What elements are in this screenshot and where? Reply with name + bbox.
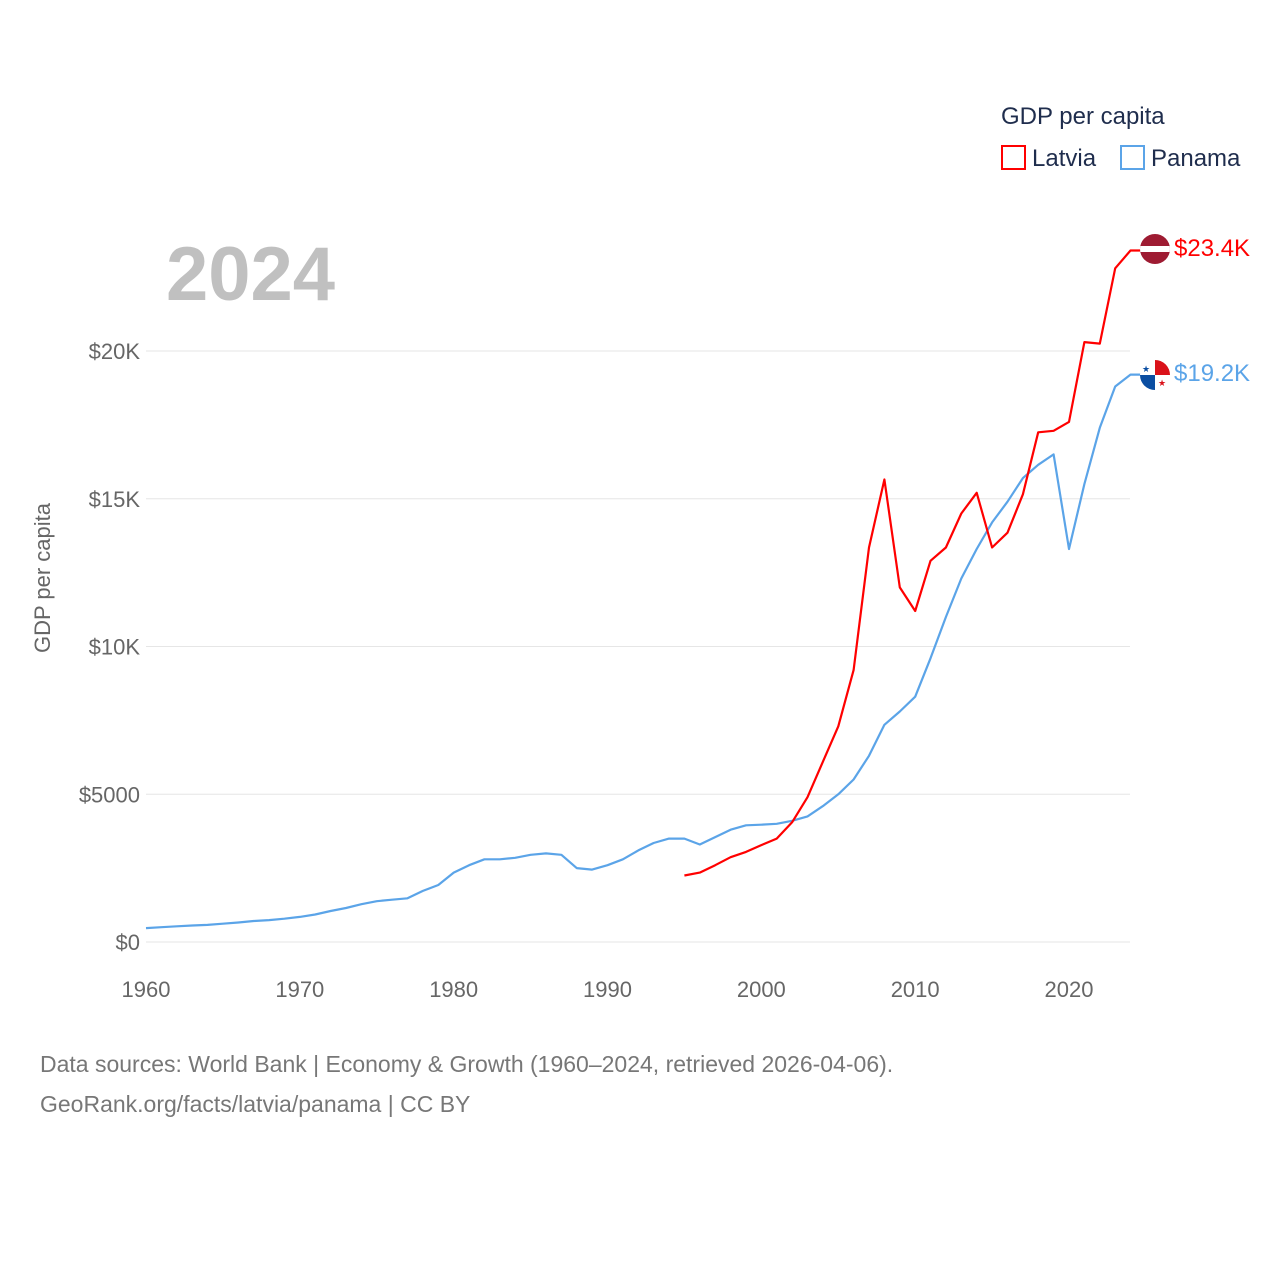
x-tick-label: 1960 — [122, 977, 171, 1002]
panama-end-label: $19.2K — [1174, 360, 1250, 387]
series-line-panama[interactable] — [145, 373, 1143, 930]
y-axis-label: GDP per capita — [30, 502, 55, 653]
y-tick-label: $0 — [116, 930, 140, 955]
y-tick-label: $20K — [89, 339, 141, 364]
legend-swatch-panama[interactable] — [1120, 145, 1145, 170]
legend-title: GDP per capita — [1001, 103, 1165, 130]
x-axis: 1960 1970 1980 1990 2000 2010 2020 — [122, 977, 1094, 1002]
x-tick-label: 1990 — [583, 977, 632, 1002]
y-tick-label: $5000 — [79, 782, 140, 807]
x-tick-label: 2000 — [737, 977, 786, 1002]
svg-text:★: ★ — [1158, 378, 1166, 388]
x-tick-label: 1970 — [275, 977, 324, 1002]
legend-label-latvia[interactable]: Latvia — [1032, 145, 1097, 172]
x-tick-label: 1980 — [429, 977, 478, 1002]
x-tick-label: 2020 — [1045, 977, 1094, 1002]
y-tick-label: $10K — [89, 635, 141, 660]
y-axis: $0 $5000 $10K $15K $20K — [79, 339, 141, 955]
year-label: 2024 — [166, 232, 335, 317]
legend-label-panama[interactable]: Panama — [1151, 145, 1241, 172]
legend: GDP per capita Latvia Panama — [1001, 103, 1241, 172]
y-tick-label: $15K — [89, 487, 141, 512]
svg-text:★: ★ — [1142, 364, 1150, 374]
attribution-link[interactable]: GeoRank.org/facts/latvia/panama | CC BY — [40, 1091, 471, 1117]
panama-flag-icon: ★ ★ — [1140, 360, 1170, 390]
latvia-end-label: $23.4K — [1174, 235, 1250, 262]
x-tick-label: 2010 — [891, 977, 940, 1002]
source-line: Data sources: World Bank | Economy & Gro… — [40, 1051, 894, 1077]
latvia-flag-icon — [1140, 234, 1170, 264]
legend-swatch-latvia[interactable] — [1001, 145, 1026, 170]
source-note: Data sources: World Bank | Economy & Gro… — [40, 1044, 893, 1124]
series-line-latvia[interactable] — [684, 249, 1143, 877]
gridlines — [146, 350, 1130, 943]
series-lines — [145, 249, 1143, 930]
